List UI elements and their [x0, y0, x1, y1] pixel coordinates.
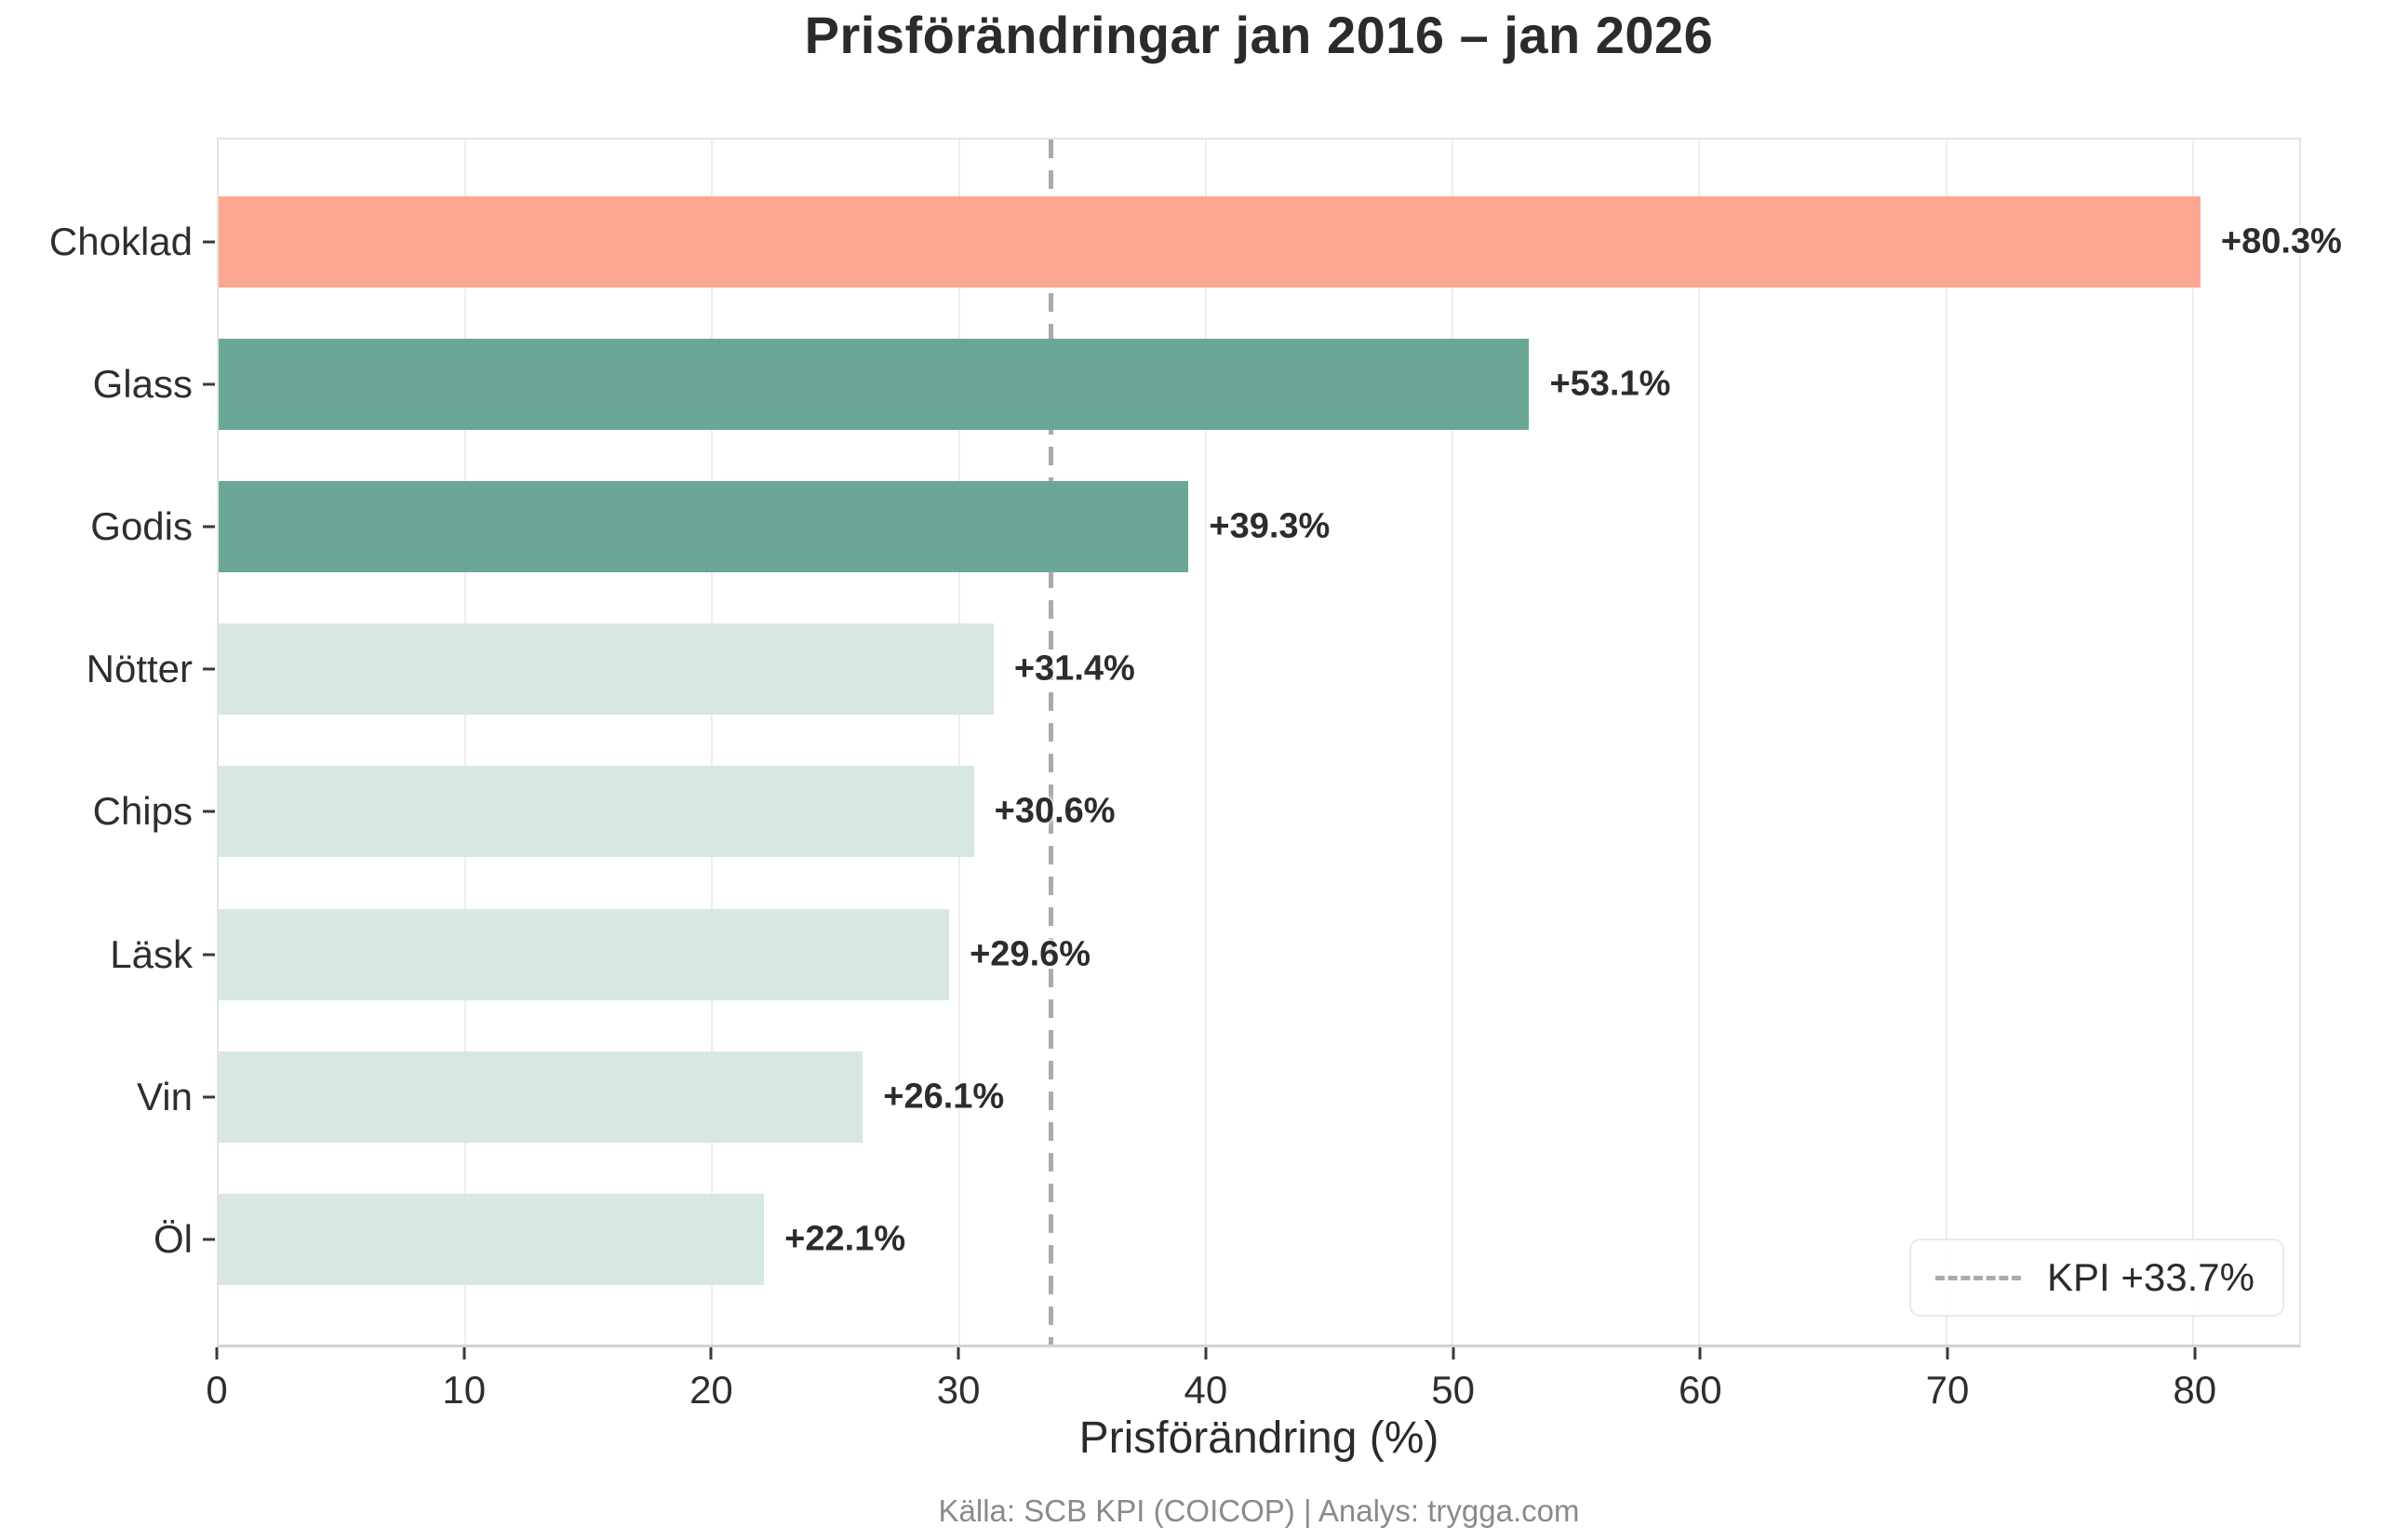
- source-caption: Källa: SCB KPI (COICOP) | Analys: trygga…: [938, 1493, 1580, 1528]
- x-tick-label: 10: [442, 1368, 487, 1412]
- x-tick-label: 70: [1925, 1368, 1970, 1412]
- value-label: +22.1%: [784, 1219, 906, 1259]
- x-tick-label: 30: [936, 1368, 981, 1412]
- value-label: +80.3%: [2220, 221, 2342, 261]
- bar: [219, 1193, 765, 1285]
- y-tick-mark: [203, 382, 215, 386]
- category-label: Vin: [137, 1074, 193, 1118]
- y-tick-mark: [203, 240, 215, 244]
- y-tick-mark: [203, 1095, 215, 1099]
- category-label: Öl: [154, 1216, 193, 1261]
- bar: [219, 480, 1189, 572]
- y-tick-mark: [203, 1238, 215, 1241]
- table-row: Godis +39.3%: [90, 455, 2299, 597]
- x-tick-label: 40: [1184, 1368, 1228, 1412]
- bar: [219, 1051, 863, 1143]
- kpi-reference-line: [1048, 140, 1053, 1345]
- bar: [219, 338, 1530, 430]
- gridline-50: [1452, 140, 1454, 1345]
- gridline-80: [2191, 140, 2194, 1345]
- value-label: +31.4%: [1013, 649, 1135, 689]
- x-tick-label: 0: [206, 1368, 228, 1412]
- category-label: Glass: [92, 361, 193, 406]
- gridline-70: [1945, 140, 1947, 1345]
- y-tick-mark: [203, 810, 215, 813]
- x-axis-title: Prisförändring (%): [1078, 1413, 1439, 1463]
- bar: [219, 908, 950, 1000]
- category-label: Godis: [90, 503, 193, 548]
- value-label: +53.1%: [1549, 364, 1671, 404]
- x-tick-label: 80: [2173, 1368, 2217, 1412]
- value-label: +39.3%: [1209, 506, 1331, 546]
- bar: [219, 623, 994, 716]
- value-label: +30.6%: [994, 791, 1116, 831]
- value-label: +26.1%: [883, 1077, 1005, 1117]
- gridline-20: [711, 140, 714, 1345]
- x-tick-mark: [1452, 1347, 1455, 1359]
- table-row: Glass +53.1%: [93, 313, 2299, 455]
- table-row: Läsk +29.6%: [110, 883, 2299, 1025]
- bar-rows: Choklad +80.3% Glass +53.1% Godis +39.3% Nötte…: [49, 140, 2342, 1345]
- x-tick-label: 50: [1431, 1368, 1475, 1412]
- plot-inner: Choklad +80.3% Glass +53.1% Godis +39.3% Nötte…: [49, 140, 2342, 1345]
- x-axis: 0 10 20 30 40 50 60 70 80: [206, 1347, 2301, 1422]
- table-row: Öl +22.1%: [154, 1168, 2299, 1310]
- bar: [219, 766, 974, 858]
- x-tick-mark: [2193, 1347, 2197, 1359]
- x-tick-mark: [709, 1347, 713, 1359]
- y-tick-mark: [203, 953, 215, 957]
- table-row: Chips +30.6%: [93, 741, 2299, 883]
- table-row: Choklad +80.3%: [49, 170, 2342, 313]
- chart-title: Prisförändringar jan 2016 – jan 2026: [804, 6, 1714, 64]
- x-tick-mark: [1698, 1347, 1702, 1359]
- x-tick-mark: [462, 1347, 466, 1359]
- bar: [219, 195, 2201, 288]
- category-label: Nötter: [86, 647, 193, 691]
- x-tick-label: 60: [1678, 1368, 1722, 1412]
- gridline-10: [464, 140, 467, 1345]
- value-label: +29.6%: [970, 934, 1091, 974]
- table-row: Vin +26.1%: [137, 1025, 2299, 1168]
- legend-label: KPI +33.7%: [2047, 1255, 2255, 1299]
- x-tick-mark: [215, 1347, 219, 1359]
- y-tick-mark: [203, 667, 215, 671]
- gridline-30: [957, 140, 960, 1345]
- category-label: Chips: [92, 789, 193, 834]
- x-tick-mark: [957, 1347, 960, 1359]
- x-tick-mark: [1946, 1347, 1949, 1359]
- legend-dashed-line-swatch: [1935, 1275, 2022, 1280]
- gridline-40: [1204, 140, 1207, 1345]
- legend: KPI +33.7%: [1909, 1239, 2284, 1317]
- table-row: Nötter +31.4%: [87, 598, 2299, 741]
- gridline-60: [1698, 140, 1701, 1345]
- x-tick-label: 20: [689, 1368, 733, 1412]
- category-label: Läsk: [110, 931, 193, 976]
- plot-area: Choklad +80.3% Glass +53.1% Godis +39.3% Nötte…: [49, 138, 2342, 1347]
- y-tick-mark: [203, 525, 215, 529]
- category-label: Choklad: [48, 219, 193, 263]
- x-tick-mark: [1204, 1347, 1208, 1359]
